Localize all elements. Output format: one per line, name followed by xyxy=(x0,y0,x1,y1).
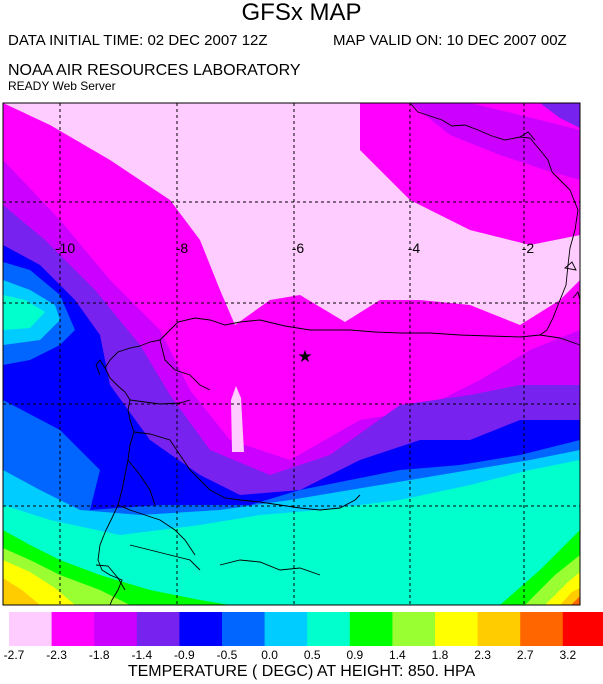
region-c1 xyxy=(231,386,244,452)
legend-tick-label: 1.8 xyxy=(432,648,449,662)
map-title: GFSx MAP xyxy=(241,0,362,26)
legend-tick-label: 1.4 xyxy=(389,648,406,662)
legend-swatch xyxy=(307,612,351,646)
data-initial-time: DATA INITIAL TIME: 02 DEC 2007 12Z xyxy=(8,32,268,49)
legend-swatch xyxy=(94,612,138,646)
legend-tick-label: -1.4 xyxy=(131,648,152,662)
longitude-label: -8 xyxy=(176,240,189,256)
legend-tick-label: -0.9 xyxy=(174,648,195,662)
legend-swatch xyxy=(562,612,603,646)
server-name: READY Web Server xyxy=(8,79,116,93)
legend-tick-labels: -2.7 -2.3 -1.8 -1.4 -0.9 -0.5 0.0 0.5 0.9 1.4 1.8 2… xyxy=(4,648,577,662)
longitude-label: -6 xyxy=(292,240,305,256)
location-star-marker: ★ xyxy=(297,347,312,367)
legend-tick-label: 2.3 xyxy=(474,648,491,662)
legend-swatch xyxy=(435,612,479,646)
region-c12 xyxy=(560,588,580,605)
region-c8 xyxy=(3,460,580,605)
region-c13 xyxy=(571,596,580,605)
legend-swatch xyxy=(520,612,564,646)
legend-swatch xyxy=(264,612,308,646)
legend-tick-label: -0.5 xyxy=(217,648,238,662)
legend-tick-label: -1.8 xyxy=(89,648,110,662)
longitude-label: -4 xyxy=(408,240,421,256)
legend-swatch xyxy=(392,612,436,646)
legend-tick-label: 0.5 xyxy=(304,648,321,662)
region-c12 xyxy=(3,578,40,605)
legend-swatch xyxy=(179,612,223,646)
longitude-label: -10 xyxy=(55,240,75,256)
legend-tick-label: 2.7 xyxy=(517,648,534,662)
legend-tick-label: 0.9 xyxy=(346,648,363,662)
legend-swatch xyxy=(477,612,521,646)
region-c4 xyxy=(540,103,580,128)
coastline xyxy=(95,102,581,606)
legend-tick-label: -2.3 xyxy=(46,648,67,662)
legend-tick-label: 3.2 xyxy=(559,648,576,662)
legend-swatch xyxy=(51,612,95,646)
legend-swatch xyxy=(9,612,53,646)
map-frame xyxy=(2,102,581,606)
longitude-label: -2 xyxy=(522,240,535,256)
temperature-field xyxy=(3,103,580,605)
legend-tick-label: 0.0 xyxy=(261,648,278,662)
legend-swatches xyxy=(9,612,603,646)
graticule xyxy=(3,103,580,605)
organization-name: NOAA AIR RESOURCES LABORATORY xyxy=(8,62,301,79)
map-valid-time: MAP VALID ON: 10 DEC 2007 00Z xyxy=(333,32,567,49)
region-c1 xyxy=(3,103,580,325)
legend-tick-label: -2.7 xyxy=(4,648,25,662)
legend-swatch xyxy=(349,612,393,646)
legend-title: TEMPERATURE ( DEGC) AT HEIGHT: 850. HPA xyxy=(127,663,476,680)
region-c8 xyxy=(3,295,45,330)
legend-swatch xyxy=(222,612,266,646)
region-c3 xyxy=(410,103,580,180)
legend-swatch xyxy=(136,612,180,646)
